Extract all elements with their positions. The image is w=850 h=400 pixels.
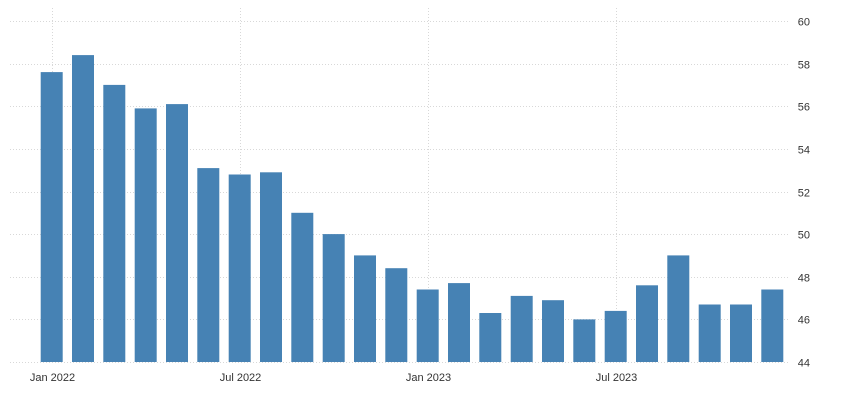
y-tick-label: 52 (798, 188, 810, 200)
bar (134, 108, 157, 363)
bar (228, 174, 251, 362)
bars (40, 55, 784, 363)
x-tick-label: Jan 2022 (30, 372, 75, 384)
y-tick-label: 56 (798, 102, 810, 114)
y-tick-label: 60 (798, 17, 810, 29)
y-tick-label: 54 (798, 145, 810, 157)
bar (166, 104, 188, 362)
bar (354, 255, 376, 362)
bar (573, 319, 596, 362)
y-tick-label: 48 (798, 273, 810, 285)
bar (197, 168, 220, 362)
y-tick-label: 58 (798, 60, 810, 72)
bar (40, 72, 63, 362)
y-axis-labels: 44 46 48 50 52 54 56 58 60 (798, 17, 810, 370)
bar (103, 84, 126, 363)
x-tick-label: Jul 2023 (596, 372, 638, 384)
bar (260, 172, 282, 362)
bar (385, 268, 408, 362)
x-tick-label: Jan 2023 (406, 372, 451, 384)
bar (636, 285, 658, 362)
bar (322, 234, 345, 362)
bar (291, 212, 314, 362)
x-tick-label: Jul 2022 (220, 372, 262, 384)
bar (542, 300, 564, 362)
bar (761, 289, 784, 362)
x-axis-labels: Jan 2022 Jul 2022 Jan 2023 Jul 2023 (30, 372, 637, 384)
bar (510, 295, 533, 362)
bar (730, 304, 752, 362)
y-tick-label: 46 (798, 315, 810, 327)
bar (479, 313, 502, 362)
bar (698, 304, 721, 362)
y-tick-label: 44 (798, 358, 810, 370)
bar (72, 55, 94, 362)
bar (416, 289, 439, 362)
bar (604, 310, 627, 362)
y-tick-label: 50 (798, 230, 810, 242)
bar (448, 283, 470, 362)
bar (667, 255, 690, 362)
